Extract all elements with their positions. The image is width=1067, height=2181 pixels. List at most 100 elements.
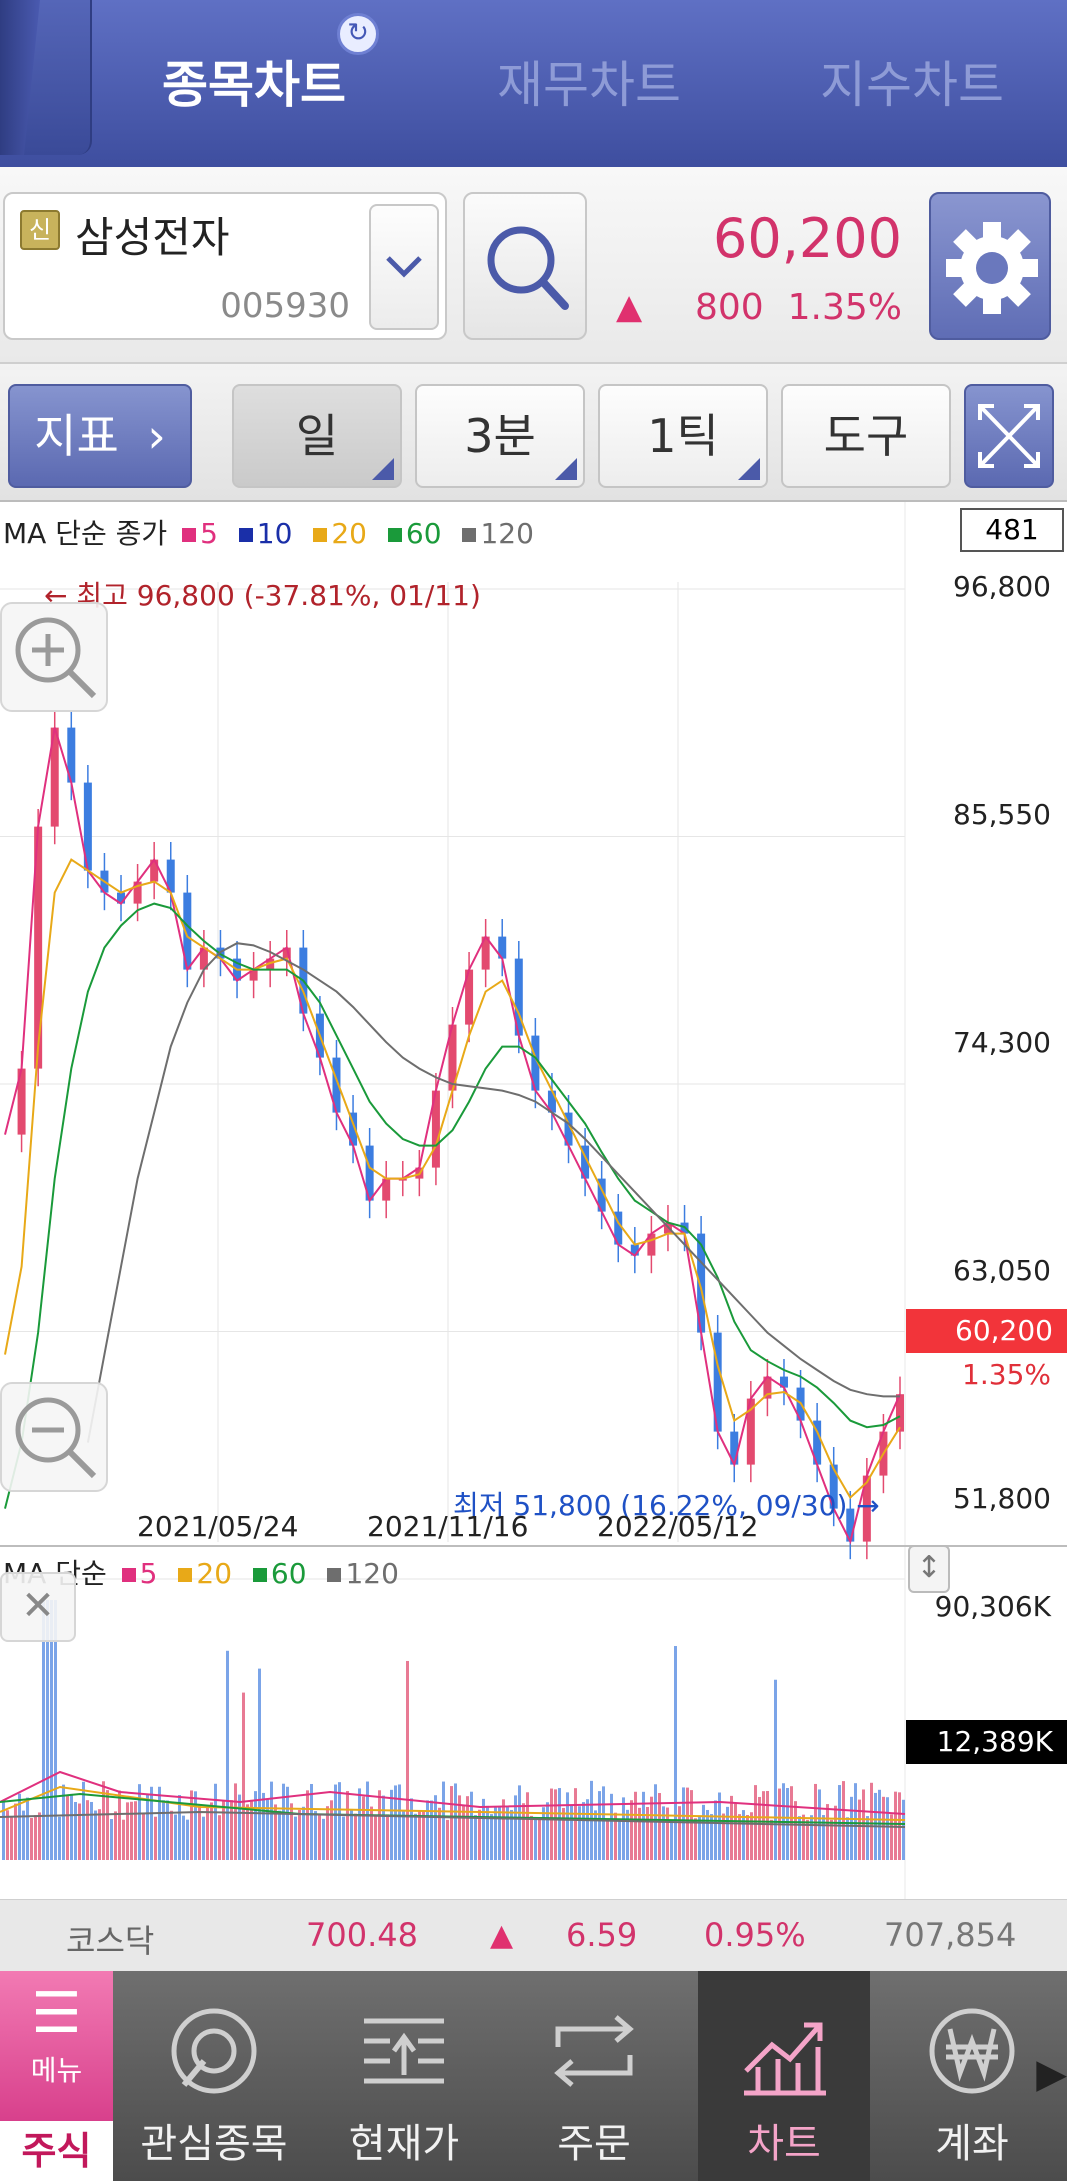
chart-toolbar: 지표 › 일 3분 1틱 도구 [0, 364, 1067, 502]
volume-bar [226, 1650, 229, 1860]
legend-label: 60 [405, 517, 442, 550]
chevron-right-icon: › [147, 409, 166, 463]
volume-bar [46, 1600, 49, 1860]
tab-index-chart[interactable]: 지수차트 [820, 56, 1004, 114]
x-axis-label: 2021/11/16 [367, 1510, 529, 1543]
panel-resize-button[interactable]: ↕ [908, 1545, 950, 1593]
volume-bar [614, 1812, 617, 1860]
candle-body [249, 969, 258, 981]
volume-bar [890, 1814, 893, 1860]
candle-body [365, 1145, 374, 1201]
stock-category-button[interactable]: 주식 [0, 2121, 113, 2181]
sync-icon[interactable]: ↻ [337, 13, 379, 55]
nav-watchlist[interactable]: 관심종목 [128, 1971, 300, 2181]
volume-bar [690, 1790, 693, 1860]
volume-bar [430, 1800, 433, 1860]
menu-button[interactable]: ☰ 메뉴 [0, 1971, 113, 2121]
candle-body [862, 1475, 871, 1542]
zoom-in-icon [15, 617, 97, 699]
price-legend-title: MA 단순 종가 [3, 517, 168, 550]
candle-body [349, 1112, 358, 1146]
candle-body [531, 1035, 540, 1091]
chart-canvas[interactable] [0, 502, 1067, 1899]
nav-label: 주문 [557, 2121, 631, 2167]
volume-bar [194, 1791, 197, 1860]
volume-bar [302, 1806, 305, 1860]
volume-bar [154, 1816, 157, 1860]
candle-body [498, 936, 507, 959]
indicator-label: 지표 [34, 409, 119, 463]
volume-bar [438, 1807, 441, 1860]
candle-body [846, 1508, 855, 1542]
volume-bar [10, 1816, 13, 1860]
market-index-bar[interactable]: 코스닥 700.48 ▲ 6.59 0.95% 707,854 [0, 1899, 1067, 1971]
chart-area[interactable]: MA 단순 종가 5 10 20 60 120 481 ← 최고 96,800 … [0, 502, 1067, 1899]
legend-label: 5 [139, 1557, 158, 1590]
volume-bar [354, 1813, 357, 1860]
high-price-note: ← 최고 96,800 (-37.81%, 01/11) [44, 579, 481, 612]
legend-label: 120 [480, 517, 534, 550]
volume-bar [238, 1794, 241, 1860]
candle-count-input[interactable]: 481 [960, 508, 1064, 552]
candle-body [481, 936, 490, 970]
volume-bar [318, 1814, 321, 1860]
fullscreen-button[interactable] [964, 384, 1054, 488]
legend-label: 60 [270, 1557, 307, 1590]
nav-account[interactable]: 계좌 [886, 1971, 1058, 2181]
volume-max-label: 90,306K [934, 1590, 1051, 1623]
volume-bar [802, 1814, 805, 1860]
legend-label: 5 [200, 517, 218, 550]
tab-stock-chart[interactable]: 종목차트 [162, 56, 346, 114]
nav-scroll-right-icon[interactable]: ▶ [1036, 2051, 1067, 2097]
zoom-in-button[interactable] [0, 602, 108, 712]
volume-bar [866, 1816, 869, 1860]
stock-dropdown-button[interactable] [369, 204, 439, 330]
volume-bar [474, 1815, 477, 1860]
settings-button[interactable] [929, 192, 1051, 340]
volume-bar [758, 1796, 761, 1860]
candle-body [763, 1376, 772, 1399]
tools-button[interactable]: 도구 [781, 384, 951, 488]
legend-swatch [387, 528, 402, 542]
volume-bar [714, 1800, 717, 1860]
zoom-out-button[interactable] [0, 1382, 108, 1492]
nav-current-price[interactable]: 현재가 [318, 1971, 490, 2181]
period-minute-button[interactable]: 3분 [415, 384, 585, 488]
volume-bar [466, 1796, 469, 1860]
period-tick-button[interactable]: 1틱 [598, 384, 768, 488]
volume-bar [110, 1819, 113, 1860]
volume-bar [298, 1809, 301, 1860]
nav-chart[interactable]: 차트 [698, 1971, 870, 2181]
volume-bar [38, 1812, 41, 1860]
volume-bar [530, 1815, 533, 1860]
index-change: 6.59 [566, 1916, 638, 1954]
search-button[interactable] [463, 192, 587, 340]
volume-bar [250, 1799, 253, 1860]
volume-bar [550, 1788, 553, 1860]
dropdown-corner-icon [555, 458, 577, 480]
candle-body [547, 1090, 556, 1113]
volume-bar [454, 1783, 457, 1860]
volume-bar [482, 1798, 485, 1860]
stock-selector[interactable]: 신 삼성전자 005930 [3, 192, 447, 340]
back-tab[interactable] [0, 0, 92, 155]
volume-bar [406, 1660, 409, 1860]
nav-order[interactable]: 주문 [508, 1971, 680, 2181]
close-panel-button[interactable]: ✕ [0, 1572, 76, 1642]
x-axis-label: 2022/05/12 [597, 1510, 759, 1543]
period-day-button[interactable]: 일 [232, 384, 402, 488]
price-change-rate: 1.35% [787, 287, 902, 328]
volume-bar [130, 1801, 133, 1860]
volume-bar [62, 1784, 65, 1860]
indicator-button[interactable]: 지표 › [8, 384, 192, 488]
volume-bar [138, 1784, 141, 1860]
legend-swatch [178, 1568, 193, 1582]
volume-bar [270, 1781, 273, 1860]
volume-bar [50, 1600, 53, 1860]
volume-bar [806, 1819, 809, 1860]
volume-bar [98, 1809, 101, 1860]
legend-label: 10 [256, 517, 293, 550]
volume-bar [582, 1802, 585, 1860]
volume-bar [606, 1819, 609, 1860]
tab-financial-chart[interactable]: 재무차트 [497, 56, 681, 114]
